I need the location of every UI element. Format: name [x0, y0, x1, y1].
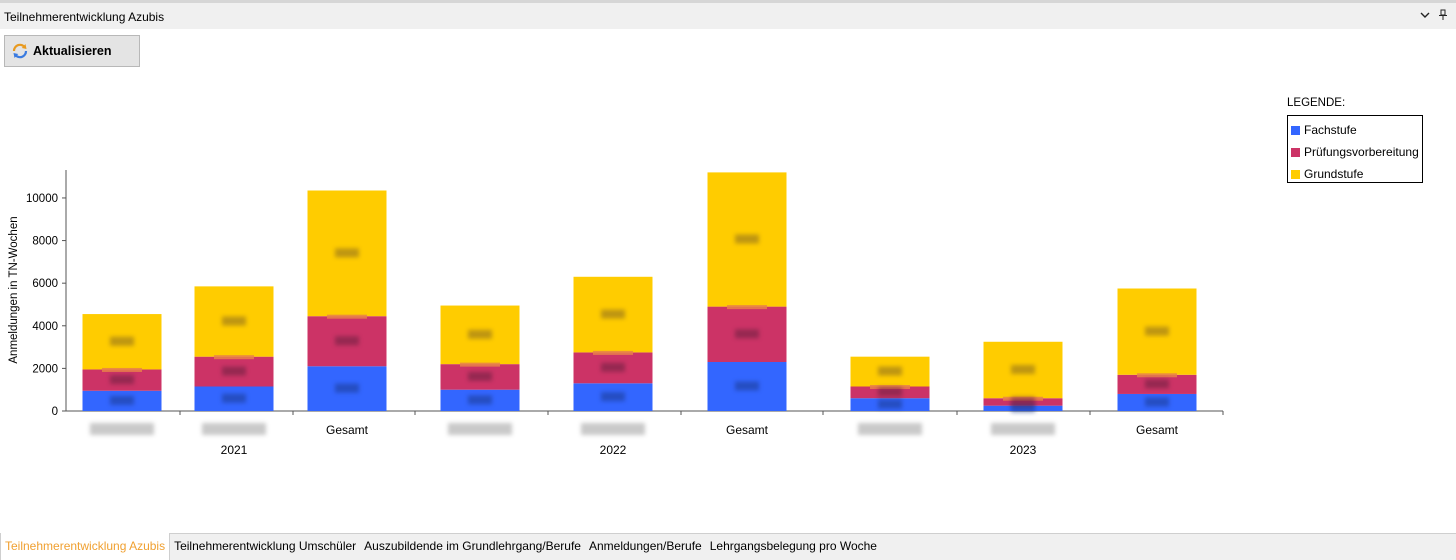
- data-label-fachstufe-0: [110, 395, 134, 405]
- tab-teilnehmerentwicklung-umschueler[interactable]: Teilnehmerentwicklung Umschüler: [174, 539, 357, 553]
- panel-header: Teilnehmerentwicklung Azubis: [0, 3, 1456, 29]
- x-category-label-6: [858, 423, 922, 435]
- x-group-label-2022: 2022: [600, 443, 627, 457]
- x-group-label-2023: 2023: [1010, 443, 1037, 457]
- data-label-pruefungsvorbereitung-4: [601, 362, 625, 372]
- data-label-fachstufe-4: [601, 392, 625, 402]
- data-label-fachstufe-3: [468, 395, 492, 405]
- window-top-border: [0, 0, 1456, 3]
- data-label-fachstufe-5: [735, 381, 759, 391]
- y-tick-label-2000: 2000: [32, 363, 58, 375]
- data-label-pruefungsvorbereitung-8: [1145, 379, 1169, 389]
- tab-teilnehmerentwicklung-azubis[interactable]: Teilnehmerentwicklung Azubis: [0, 533, 171, 560]
- x-category-label-5: Gesamt: [726, 423, 769, 437]
- bar-boundary-marker-5: [727, 305, 767, 310]
- x-category-label-0: [90, 423, 154, 435]
- legend-item-fachstufe: Fachstufe: [1291, 119, 1422, 141]
- bar-boundary-marker-3: [460, 362, 500, 367]
- bar-boundary-marker-8: [1137, 373, 1177, 378]
- data-label-pruefungsvorbereitung-5: [735, 329, 759, 339]
- chevron-down-icon[interactable]: [1418, 9, 1432, 23]
- data-label-pruefungsvorbereitung-6: [878, 387, 902, 397]
- tab-lehrgangsbelegung-pro-woche[interactable]: Lehrgangsbelegung pro Woche: [709, 539, 877, 553]
- legend-title: LEGENDE:: [1287, 97, 1346, 109]
- bar-boundary-marker-0: [102, 367, 142, 372]
- bar-boundary-marker-2: [327, 314, 367, 319]
- data-label-grundstufe-7: [1011, 364, 1035, 374]
- bar-boundary-marker-6: [870, 385, 910, 389]
- x-category-label-1: [202, 423, 266, 435]
- refresh-button-label: Aktualisieren: [33, 44, 112, 58]
- bar-boundary-marker-4: [593, 350, 633, 355]
- refresh-button[interactable]: Aktualisieren: [4, 35, 140, 67]
- data-label-pruefungsvorbereitung-3: [468, 371, 492, 381]
- data-label-fachstufe-1: [222, 393, 246, 403]
- x-category-label-7: [991, 423, 1055, 435]
- x-group-label-2021: 2021: [221, 443, 248, 457]
- data-label-pruefungsvorbereitung-0: [110, 375, 134, 385]
- data-label-fachstufe-6: [878, 399, 902, 409]
- data-label-pruefungsvorbereitung-1: [222, 366, 246, 376]
- legend-swatch-fachstufe: [1291, 125, 1300, 135]
- y-tick-label-4000: 4000: [32, 321, 58, 333]
- legend-label-fachstufe: Fachstufe: [1304, 123, 1357, 137]
- tab-anmeldungen-berufe[interactable]: Anmeldungen/Berufe: [588, 539, 702, 553]
- data-label-grundstufe-8: [1145, 326, 1169, 336]
- data-label-grundstufe-6: [878, 366, 902, 376]
- tab-auszubildende-grundlehrgang[interactable]: Auszubildende im Grundlehrgang/Berufe: [364, 539, 581, 553]
- bottom-tab-bar: Teilnehmerentwicklung Azubis Teilnehmere…: [0, 533, 1456, 560]
- data-label-fachstufe-2: [335, 383, 359, 393]
- legend-label-grundstufe: Grundstufe: [1304, 167, 1364, 181]
- data-label-grundstufe-0: [110, 336, 134, 346]
- y-tick-label-8000: 8000: [32, 236, 58, 248]
- legend-label-pruefungsvorbereitung: Prüfungsvorbereitung: [1304, 145, 1419, 159]
- x-category-label-8: Gesamt: [1136, 423, 1179, 437]
- panel-title: Teilnehmerentwicklung Azubis: [4, 10, 165, 24]
- y-tick-label-6000: 6000: [32, 278, 58, 290]
- y-tick-label-10000: 10000: [26, 193, 58, 205]
- data-label-grundstufe-3: [468, 329, 492, 339]
- refresh-icon: [12, 43, 28, 59]
- y-axis-label: Anmeldungen in TN-Wochen: [8, 216, 20, 363]
- data-label-pruefungsvorbereitung-2: [335, 336, 359, 346]
- data-label-grundstufe-1: [222, 316, 246, 326]
- x-category-label-4: [581, 423, 645, 435]
- legend: Fachstufe Prüfungsvorbereitung Grundstuf…: [1287, 115, 1423, 183]
- x-category-label-2: Gesamt: [326, 423, 369, 437]
- data-label-grundstufe-2: [335, 248, 359, 258]
- data-label-grundstufe-4: [601, 309, 625, 319]
- stacked-bar-chart: 0 2000 4000 6000 8000 10000 Anmeldungen in TN-…: [8, 170, 1224, 457]
- legend-item-pruefungsvorbereitung: Prüfungsvorbereitung: [1291, 141, 1422, 163]
- legend-item-grundstufe: Grundstufe: [1291, 163, 1422, 185]
- legend-swatch-grundstufe: [1291, 169, 1300, 179]
- legend-swatch-pruefungsvorbereitung: [1291, 147, 1300, 157]
- x-category-label-3: [448, 423, 512, 435]
- y-tick-label-0: 0: [52, 406, 58, 418]
- bar-boundary-marker-1: [214, 355, 254, 360]
- data-label-grundstufe-5: [735, 234, 759, 244]
- data-label-fachstufe-7: [1011, 403, 1035, 413]
- data-label-pruefungsvorbereitung-7: [1011, 396, 1035, 406]
- pin-icon[interactable]: [1436, 9, 1450, 23]
- data-label-fachstufe-8: [1145, 397, 1169, 407]
